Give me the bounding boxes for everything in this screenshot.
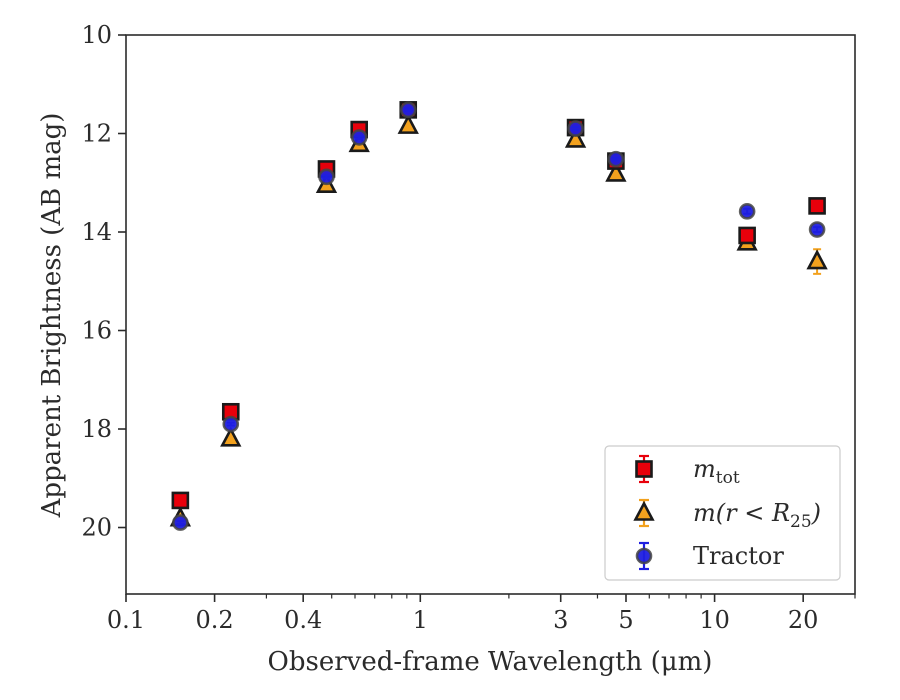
y-tick-label: 14	[81, 218, 112, 246]
legend-label-base: Tractor	[693, 542, 784, 570]
data-point	[738, 226, 756, 245]
data-point	[318, 168, 335, 186]
legend-items: mtot m(r < R25) Tractor	[633, 454, 821, 571]
data-point	[564, 127, 587, 148]
series-tractor	[172, 101, 826, 531]
legend-label: m(r < R25)	[693, 499, 821, 532]
legend: mtot m(r < R25) Tractor	[604, 445, 841, 581]
data-point	[222, 415, 240, 433]
data-point	[605, 161, 627, 182]
x-tick-label: 1	[413, 606, 428, 634]
x-tick-label: 0.1	[107, 606, 145, 634]
y-tick-label: 16	[81, 317, 112, 345]
x-tick-label: 10	[699, 606, 730, 634]
legend-label: Tractor	[693, 542, 784, 570]
y-tick-label: 12	[81, 120, 112, 148]
series-layer	[169, 101, 828, 531]
legend-label-subscript: tot	[716, 468, 740, 488]
legend-marker	[635, 547, 653, 565]
legend-label-base: m	[693, 455, 716, 483]
data-point	[220, 426, 242, 447]
legend-label-base: m(r < R	[693, 499, 790, 527]
plot-frame	[125, 34, 856, 595]
legend-item: mtot	[635, 454, 740, 488]
x-tick-label: 5	[618, 606, 633, 634]
data-point	[350, 129, 368, 146]
legend-marker	[633, 500, 655, 521]
y-axis: 10 12 14 16 18 20	[81, 21, 126, 542]
data-point	[567, 120, 584, 137]
legend-item: Tractor	[635, 541, 784, 571]
data-point	[607, 150, 625, 168]
legend-marker	[635, 460, 653, 478]
data-point	[397, 113, 419, 134]
legend-box	[604, 445, 841, 581]
y-tick-label: 20	[81, 514, 112, 542]
x-tick-label: 0.2	[196, 606, 234, 634]
data-point	[172, 514, 189, 531]
x-axis: 0.1 0.2 0.4 1 3 5 10 20	[107, 594, 856, 634]
data-point	[171, 491, 190, 510]
x-tick-label: 20	[788, 606, 819, 634]
legend-label: mtot	[693, 455, 740, 488]
data-point	[808, 197, 826, 215]
plot-area	[125, 34, 856, 595]
x-tick-label: 3	[553, 606, 568, 634]
x-tick-label: 0.4	[284, 606, 322, 634]
legend-item: m(r < R25)	[633, 498, 821, 532]
y-axis-label: Apparent Brightness (AB mag)	[37, 113, 67, 519]
legend-label-tail: )	[811, 499, 821, 527]
legend-label-subscript: 25	[790, 512, 812, 532]
y-tick-label: 18	[81, 415, 112, 443]
data-point	[806, 249, 828, 270]
data-point	[808, 221, 826, 238]
x-axis-label: Observed-frame Wavelength (μm)	[268, 647, 713, 677]
data-point	[738, 203, 756, 220]
data-point	[399, 101, 417, 119]
y-tick-label: 10	[81, 21, 112, 49]
